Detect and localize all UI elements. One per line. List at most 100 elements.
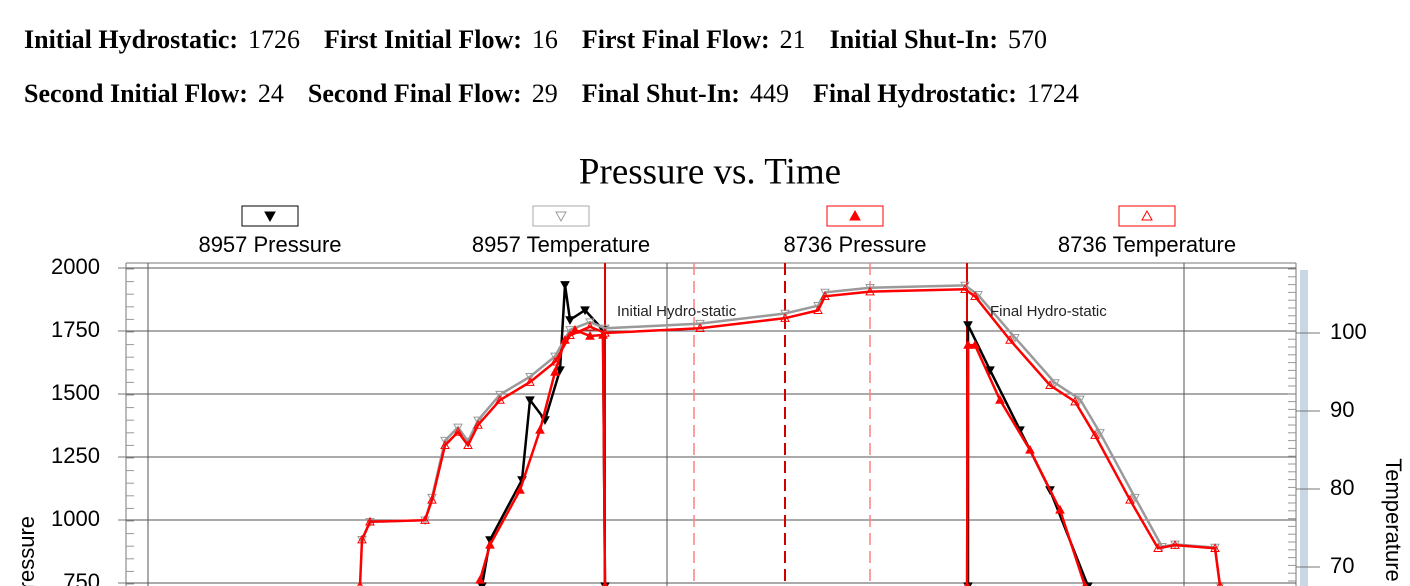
y-axis-label: Pressure [14,516,39,586]
field-label: Second Final Flow: [308,79,522,108]
data-point [585,331,595,340]
data-point [420,515,430,524]
data-point [495,395,505,404]
data-point [1075,395,1085,405]
data-point [865,286,875,296]
series-line [358,288,1222,586]
field-label: Second Initial Flow: [24,79,248,108]
y-tick-label: 1500 [51,380,100,405]
data-point [357,534,367,544]
y2-tick-label: 70 [1330,553,1354,578]
header-line: Second Initial Flow: 24 Second Final Flow:… [24,79,1079,108]
y2-tick-label: 100 [1330,319,1367,344]
y-tick-label: 1250 [51,443,100,468]
header-line: Initial Hydrostatic: 1726 First Initial Fl… [24,25,1047,54]
data-point [970,291,980,301]
data-point [1217,580,1223,586]
data-point [1210,543,1220,552]
series-line [360,284,1222,586]
series-layer [357,281,1225,586]
y2-axis-label: Temperature [1381,458,1406,582]
legend-box [826,205,884,227]
field-label: Initial Shut-In: [830,25,998,54]
data-point [973,291,983,300]
data-point [463,440,473,450]
data-point [1130,493,1140,503]
plot: 750 1000 1250 1500 1750 2000 70 80 90 100 Pressure… [14,205,1406,586]
data-point [365,516,375,526]
legend-box [532,205,590,227]
field-value: 24 [258,79,284,108]
data-point [453,427,463,436]
series-line [966,324,1090,586]
data-point [1153,543,1163,552]
data-point [427,494,437,504]
data-point [963,340,973,349]
data-point [820,288,830,298]
chart-title: Pressure vs. Time [579,151,841,192]
data-point [960,281,970,291]
field-label: Final Hydrostatic: [813,79,1017,108]
annotation: Final Hydro-static [990,303,1107,320]
data-point [813,305,823,315]
legend-label: 8736 Pressure [783,232,926,257]
data-point [1055,504,1065,514]
y-tick-label: 1000 [51,506,100,531]
axis-band [1300,270,1308,586]
data-point [565,316,575,325]
header: Initial Hydrostatic: 1726 First Initial Fl… [24,25,1079,108]
data-point [473,420,483,429]
data-point [475,574,485,584]
data-point [780,309,790,319]
data-point [780,313,790,322]
data-point [550,367,560,376]
data-point [440,440,450,450]
field-value: 16 [532,25,558,54]
series-line [965,343,1087,586]
field-value: 29 [532,79,558,108]
data-point [565,330,575,340]
field-value: 570 [1008,25,1047,54]
data-point [440,436,450,446]
y-tick-label: 1750 [51,317,100,342]
data-point [357,580,363,586]
y2-tick-label: 80 [1330,475,1354,500]
data-point [970,340,980,349]
data-point [580,306,590,316]
data-point [600,327,610,337]
legend-box [241,205,299,227]
y-tick-label: 750 [63,569,100,586]
data-point [1045,380,1055,389]
data-point [525,377,535,386]
data-point [427,493,437,503]
legend-label: 8957 Pressure [198,232,341,257]
data-point [525,372,535,382]
data-point [1005,334,1015,344]
data-point [985,366,995,376]
data-point [1095,429,1105,438]
field-value: 1724 [1027,79,1079,108]
data-point [695,319,705,329]
data-point [1025,444,1035,454]
data-point [865,284,875,293]
data-point [550,356,560,366]
legend-label: 8957 Temperature [472,232,650,257]
y2-tick-label: 90 [1330,397,1354,422]
data-point [585,318,595,328]
field-label: First Initial Flow: [324,25,522,54]
data-point [525,396,535,406]
data-point [1050,379,1060,388]
annotation: Initial Hydro-static [617,303,737,320]
legend-marker [555,211,567,223]
legend-marker [1141,209,1153,221]
data-point [555,366,565,376]
data-point [695,323,705,333]
data-point [585,321,595,331]
legend-box [1118,205,1176,227]
data-point [515,484,525,494]
data-point [535,425,545,434]
field-value: 1726 [248,25,300,54]
data-point [560,281,570,290]
data-point [1125,494,1135,504]
data-point [995,395,1005,404]
